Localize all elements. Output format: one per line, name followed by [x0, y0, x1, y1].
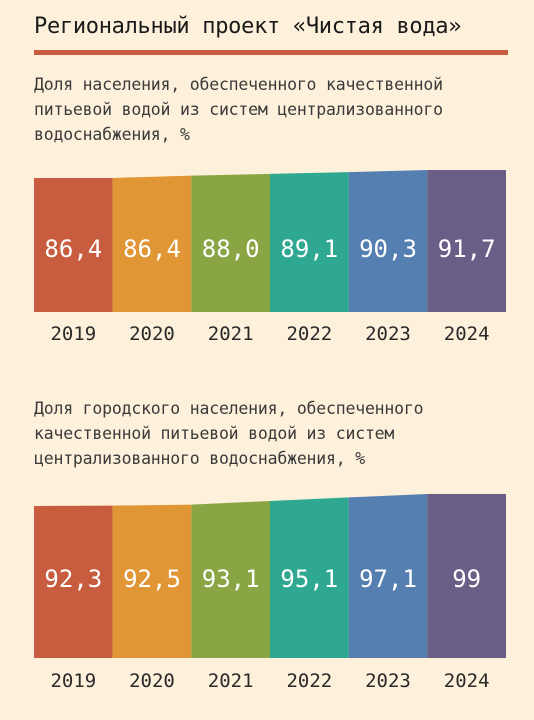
chart-1-year-label: 2021: [208, 323, 254, 345]
chart-1-bar-2024: [427, 170, 506, 312]
chart-1-value-label: 89,1: [280, 235, 338, 263]
title-underline: [34, 50, 508, 55]
chart-1-subtitle: Доля населения, обеспеченного качественн…: [34, 75, 443, 144]
chart-2-value-label: 93,1: [202, 565, 260, 593]
chart-2: 92,3 2019 92,5 2020 93,1 2021 95,1 2022 97,1 2023…: [34, 494, 506, 692]
chart-2-value-label: 97,1: [359, 565, 417, 593]
chart-2-subtitle: Доля городского населения, обеспеченного…: [34, 399, 424, 468]
chart-2-bar-2024: [427, 494, 506, 658]
chart-2-value-label: 92,5: [123, 565, 181, 593]
chart-2-value-label: 99: [452, 565, 481, 593]
chart-1-year-label: 2022: [286, 323, 332, 345]
chart-1-year-label: 2023: [365, 323, 411, 345]
chart-1: 86,4 2019 86,4 2020 88,0 2021 89,1 2022 90,3 2023…: [34, 170, 506, 345]
chart-2-bar-2020: [112, 504, 192, 658]
chart-1-year-label: 2024: [444, 323, 490, 345]
chart-2-bar-2023: [348, 494, 428, 658]
chart-1-value-label: 86,4: [123, 235, 181, 263]
chart-1-bar-2023: [348, 170, 428, 312]
chart-2-year-label: 2021: [208, 670, 254, 692]
chart-1-bar-2022: [270, 172, 349, 312]
chart-1-year-label: 2019: [50, 323, 96, 345]
chart-1-value-label: 88,0: [202, 235, 260, 263]
chart-2-bar-2019: [34, 505, 113, 658]
chart-2-bar-2021: [191, 500, 270, 658]
chart-1-bar-2020: [112, 175, 192, 312]
chart-2-year-label: 2020: [129, 670, 175, 692]
chart-1-bar-2021: [191, 173, 270, 312]
chart-1-value-label: 90,3: [359, 235, 417, 263]
chart-2-year-label: 2022: [286, 670, 332, 692]
chart-1-year-label: 2020: [129, 323, 175, 345]
chart-2-bar-2022: [270, 497, 349, 658]
chart-2-value-label: 95,1: [280, 565, 338, 593]
chart-1-bar-2019: [34, 178, 113, 312]
page-title: Региональный проект «Чистая вода»: [34, 14, 462, 39]
chart-2-value-label: 92,3: [44, 565, 102, 593]
chart-1-value-label: 86,4: [44, 235, 102, 263]
chart-2-year-label: 2024: [444, 670, 490, 692]
chart-2-year-label: 2023: [365, 670, 411, 692]
chart-1-value-label: 91,7: [438, 235, 496, 263]
chart-2-year-label: 2019: [50, 670, 96, 692]
